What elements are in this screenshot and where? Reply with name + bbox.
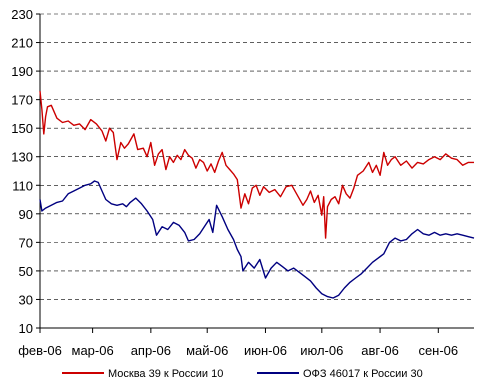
y-axis-ticks: 10 30 50 70 90 110 130 150 170 190 210 230 <box>11 7 40 336</box>
y-tick-label: 150 <box>11 121 33 136</box>
legend-label-series-2: ОФЗ 46017 к России 30 <box>303 368 423 380</box>
series-line-1 <box>39 91 474 239</box>
y-tick-label: 10 <box>19 321 33 336</box>
x-tick-label: май-06 <box>186 343 228 358</box>
x-tick-label: июл-06 <box>300 343 343 358</box>
y-tick-label: 170 <box>11 93 33 108</box>
x-axis-ticks: фев-06 мар-06 апр-06 май-06 июн-06 июл-06 авг-… <box>18 328 458 358</box>
y-tick-label: 70 <box>19 235 33 250</box>
series-line-2 <box>39 180 475 299</box>
series-layer <box>39 91 475 299</box>
x-tick-label: сен-06 <box>418 343 458 358</box>
y-tick-label: 210 <box>11 36 33 51</box>
y-tick-label: 110 <box>12 178 33 193</box>
y-tick-label: 50 <box>19 264 33 279</box>
y-tick-label: 30 <box>19 292 33 307</box>
legend: Москва 39 к России 10 ОФЗ 46017 к России… <box>62 368 423 380</box>
x-tick-label: апр-06 <box>131 343 171 358</box>
y-tick-label: 230 <box>11 7 33 22</box>
x-tick-label: мар-06 <box>72 343 114 358</box>
y-tick-label: 190 <box>11 64 33 79</box>
gridlines <box>40 13 474 300</box>
axes <box>39 14 474 329</box>
legend-label-series-1: Москва 39 к России 10 <box>108 368 223 380</box>
x-tick-label: фев-06 <box>18 343 62 358</box>
y-tick-label: 90 <box>19 207 33 222</box>
y-tick-label: 130 <box>11 150 33 165</box>
x-tick-label: авг-06 <box>361 343 399 358</box>
x-tick-label: июн-06 <box>244 343 287 358</box>
